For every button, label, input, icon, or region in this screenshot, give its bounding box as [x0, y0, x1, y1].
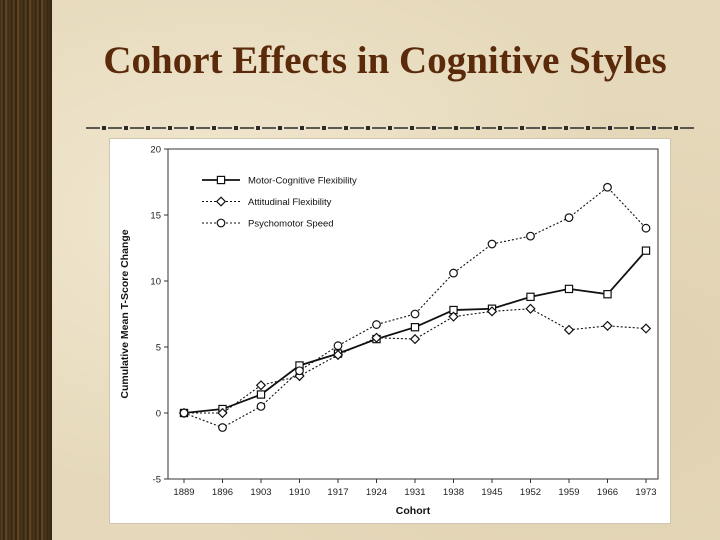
series-layer — [178, 182, 652, 432]
x-tick-label: 1945 — [481, 487, 502, 498]
divider-dot — [300, 126, 304, 130]
x-tick-label: 1966 — [597, 487, 618, 498]
circle-point — [333, 341, 343, 351]
divider-dot — [388, 126, 392, 130]
y-axis-label: Cumulative Mean T-Score Change — [119, 229, 131, 398]
divider-dot — [102, 126, 106, 130]
plot-frame — [167, 148, 659, 480]
circle-point — [449, 268, 458, 278]
divider-dot — [652, 126, 656, 130]
legend: Motor-Cognitive Flexibility Attitudinal F… — [202, 176, 357, 230]
divider-dot — [586, 126, 590, 130]
y-tick-label: -5 — [153, 475, 161, 486]
divider-dot — [476, 126, 480, 130]
divider-dot — [542, 126, 546, 130]
diamond-point — [409, 333, 421, 345]
x-axis-label: Cohort — [396, 505, 431, 517]
divider-dot — [124, 126, 128, 130]
circle-point — [603, 182, 612, 192]
circle-point — [410, 309, 420, 319]
circle-point — [295, 366, 304, 376]
diamond-point — [486, 306, 498, 317]
diamond-point — [371, 332, 382, 343]
divider-dot — [410, 126, 414, 130]
square-point — [564, 284, 574, 294]
legend-label: Motor-Cognitive Flexibility — [248, 176, 357, 187]
diamond-point — [332, 349, 344, 361]
dash-dot-divider — [86, 126, 698, 130]
y-tick-label: 15 — [150, 211, 161, 222]
circle-point — [256, 402, 266, 411]
x-tick-label: 1931 — [404, 487, 425, 498]
chart-panel: -5 0 5 10 15 20 1889 1896 1903 1910 1917 1924 1931 1… — [110, 139, 670, 523]
diamond-point — [448, 311, 459, 322]
circle-point — [487, 239, 497, 249]
circle-point — [179, 408, 189, 418]
diamond-point — [525, 303, 536, 314]
circle-point — [564, 213, 574, 223]
square-point — [526, 292, 535, 302]
circle-point — [526, 231, 535, 241]
diamond-point — [563, 324, 575, 335]
divider-dot — [674, 126, 678, 130]
diamond-point — [217, 407, 228, 419]
x-tick-label: 1952 — [520, 487, 541, 498]
divider-dot — [256, 126, 260, 130]
circle-point — [641, 223, 651, 233]
divider-dot — [146, 126, 150, 130]
legend-label: Attitudinal Flexibility — [248, 197, 332, 208]
divider-dot — [190, 126, 194, 130]
series-group — [178, 303, 652, 419]
legend-label: Psychomotor Speed — [248, 219, 334, 230]
series-group — [179, 182, 651, 432]
divider-dot — [168, 126, 172, 130]
divider-dot — [630, 126, 634, 130]
square-point — [256, 390, 266, 399]
circle-point — [218, 423, 227, 432]
y-tick-label: 10 — [150, 277, 161, 288]
x-tick-label: 1903 — [250, 487, 271, 498]
square-point — [410, 323, 420, 332]
diamond-point — [602, 320, 613, 332]
x-tick-label: 1896 — [212, 487, 233, 498]
divider-dot — [432, 126, 436, 130]
diamond-point — [215, 196, 227, 207]
divider-dot — [212, 126, 216, 130]
x-tick-label: 1889 — [173, 487, 194, 498]
x-tick-label: 1938 — [443, 487, 464, 498]
y-tick-label: 0 — [156, 409, 161, 420]
diamond-point — [255, 380, 267, 391]
divider-dot — [520, 126, 524, 130]
x-tick-label: 1973 — [635, 487, 656, 498]
circle-point — [372, 320, 381, 329]
divider-dot — [608, 126, 612, 130]
y-axis: -5 0 5 10 15 20 — [150, 145, 168, 486]
square-point — [641, 246, 651, 255]
divider-dot — [498, 126, 502, 130]
divider-dot — [454, 126, 458, 130]
circle-point — [216, 218, 226, 228]
divider-dot — [564, 126, 568, 130]
x-tick-label: 1910 — [289, 487, 310, 498]
x-tick-label: 1924 — [366, 487, 387, 498]
divider-dot — [344, 126, 348, 130]
y-tick-label: 20 — [150, 145, 161, 156]
x-tick-label: 1917 — [327, 487, 348, 498]
diamond-point — [640, 323, 652, 334]
divider-dot — [234, 126, 238, 130]
series-line — [183, 250, 647, 414]
series-group — [179, 246, 651, 418]
wood-sidebar — [0, 0, 52, 540]
slide-title: Cohort Effects in Cognitive Styles — [103, 39, 667, 82]
x-axis: 1889 1896 1903 1910 1917 1924 1931 1938 1945 1952… — [173, 479, 657, 498]
divider-dot — [366, 126, 370, 130]
square-point — [603, 290, 612, 299]
divider-dot — [278, 126, 282, 130]
divider-dot — [322, 126, 326, 130]
square-point — [216, 175, 226, 185]
x-tick-label: 1959 — [558, 487, 579, 498]
y-tick-label: 5 — [156, 343, 161, 354]
